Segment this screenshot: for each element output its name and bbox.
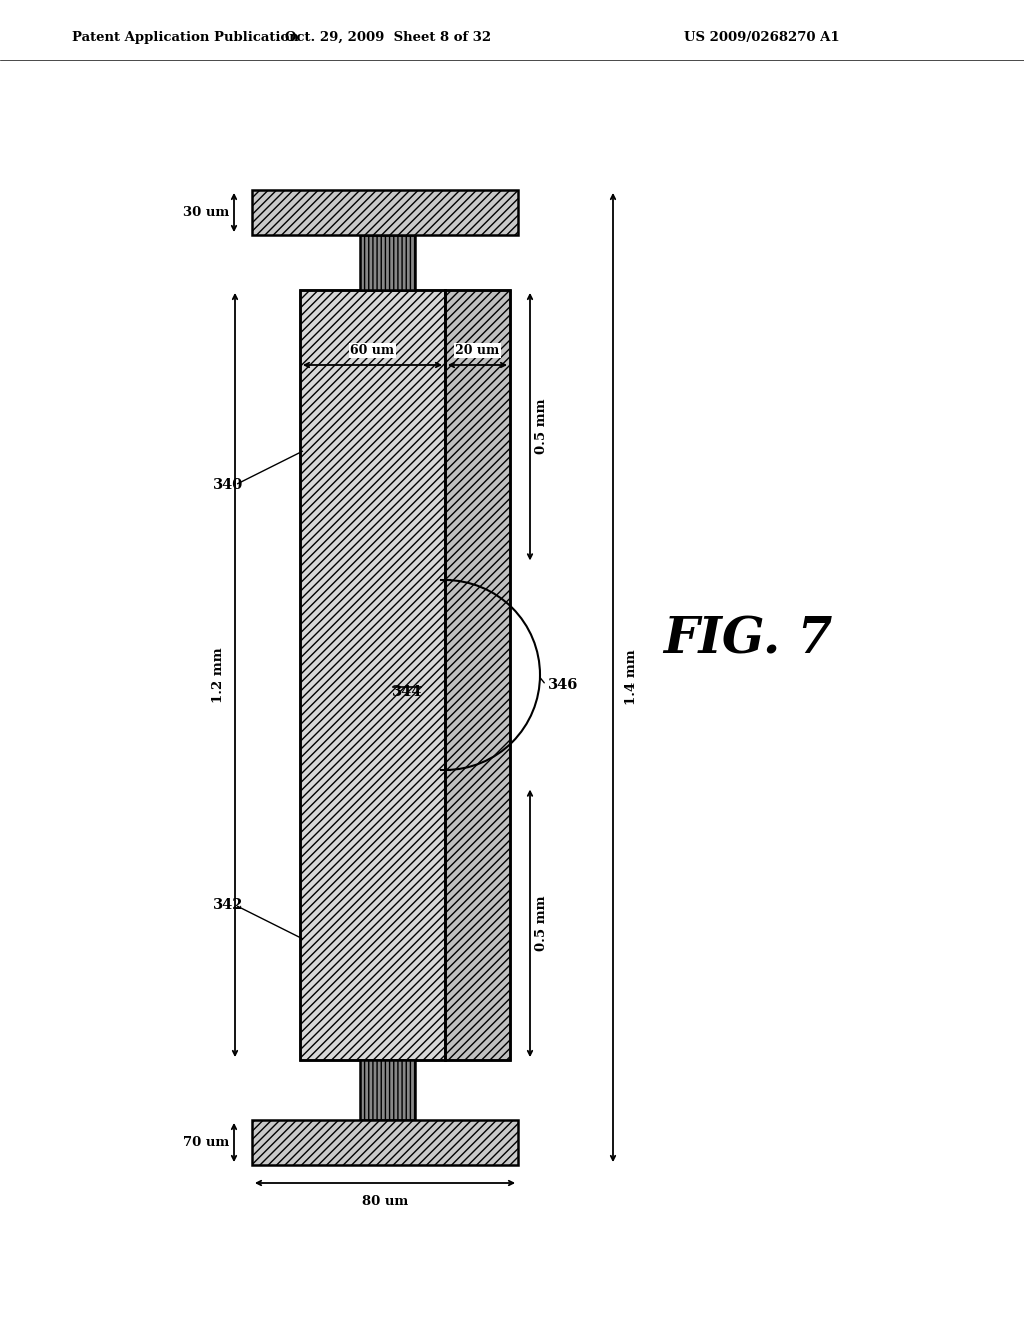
Text: 1.2 mm: 1.2 mm: [212, 647, 225, 702]
Text: 20 um: 20 um: [456, 345, 500, 356]
Text: Oct. 29, 2009  Sheet 8 of 32: Oct. 29, 2009 Sheet 8 of 32: [285, 30, 492, 44]
Bar: [360, 1060, 415, 1119]
Bar: [252, 1119, 518, 1166]
Text: 80 um: 80 um: [361, 1195, 409, 1208]
Text: 0.5 mm: 0.5 mm: [535, 399, 548, 454]
Bar: [300, 290, 445, 1060]
Text: 340: 340: [213, 478, 244, 492]
Text: 30 um: 30 um: [182, 206, 229, 219]
Text: 1.4 mm: 1.4 mm: [625, 649, 638, 705]
Bar: [445, 290, 510, 1060]
Text: 60 um: 60 um: [350, 345, 394, 356]
Text: FIG. 7: FIG. 7: [664, 615, 833, 664]
Bar: [360, 1060, 415, 1119]
Bar: [360, 235, 415, 290]
Bar: [300, 290, 510, 1060]
Text: Patent Application Publication: Patent Application Publication: [72, 30, 299, 44]
Text: US 2009/0268270 A1: US 2009/0268270 A1: [684, 30, 840, 44]
Bar: [300, 290, 445, 1060]
Bar: [252, 190, 518, 235]
Text: 346: 346: [548, 678, 579, 692]
Text: 342: 342: [213, 898, 244, 912]
Bar: [360, 235, 415, 290]
Text: 344: 344: [392, 685, 422, 700]
Text: 0.5 mm: 0.5 mm: [535, 895, 548, 952]
Text: 70 um: 70 um: [182, 1137, 229, 1148]
